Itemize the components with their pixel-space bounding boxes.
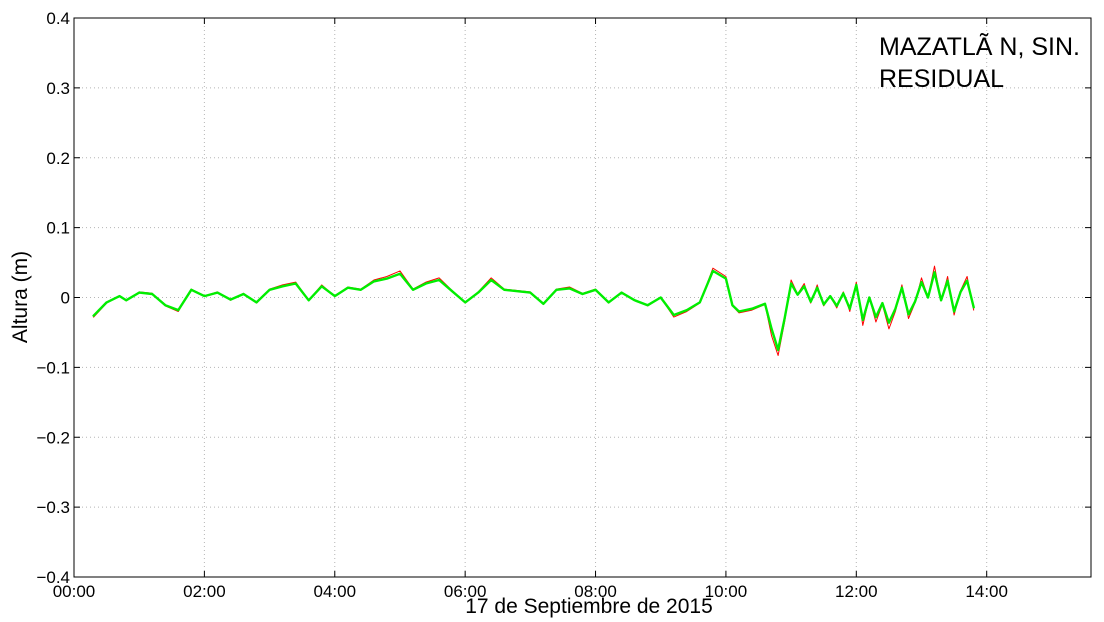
x-tick-label: 00:00 xyxy=(53,582,96,601)
y-tick-label: −0.3 xyxy=(36,498,70,517)
annotation-line-1: MAZATLÃ N, SIN. xyxy=(879,33,1080,61)
x-tick-label: 12:00 xyxy=(835,582,878,601)
y-tick-label: 0.2 xyxy=(46,149,70,168)
plot-frame xyxy=(73,17,1092,578)
y-tick-label: −0.2 xyxy=(36,428,70,447)
x-tick-label: 14:00 xyxy=(965,582,1008,601)
y-tick-label: 0.3 xyxy=(46,79,70,98)
x-tick-label: 06:00 xyxy=(444,582,487,601)
annotation-line-2: RESIDUAL xyxy=(879,65,1005,93)
x-axis-label: 17 de Septiembre de 2015 xyxy=(465,595,713,618)
y-axis-label: Altura (m) xyxy=(9,250,32,344)
x-tick-label: 08:00 xyxy=(574,582,617,601)
x-tick-label: 02:00 xyxy=(183,582,226,601)
series-line-2 xyxy=(92,269,975,352)
x-tick-label: 10:00 xyxy=(705,582,748,601)
y-tick-label: −0.4 xyxy=(36,568,70,587)
y-tick-label: 0.4 xyxy=(46,9,70,28)
y-tick-label: 0.1 xyxy=(46,219,70,238)
y-tick-label: 0 xyxy=(61,289,70,308)
chart-annotation: MAZATLÃ N, SIN. RESIDUAL xyxy=(879,31,1080,95)
y-tick-label: −0.1 xyxy=(36,358,70,377)
x-tick-label: 04:00 xyxy=(313,582,356,601)
